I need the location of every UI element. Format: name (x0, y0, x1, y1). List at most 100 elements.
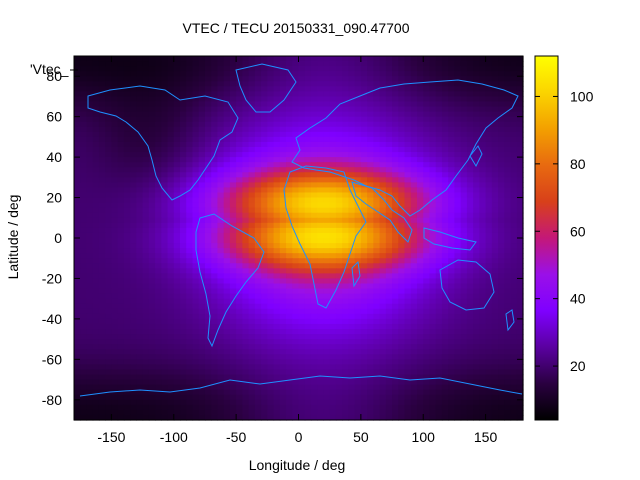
heatmap-cell (304, 308, 312, 315)
heatmap-cell (404, 273, 412, 280)
heatmap-cell (279, 111, 287, 118)
heatmap-cell (354, 339, 362, 345)
heatmap-cell (460, 334, 468, 340)
heatmap-cell (329, 379, 337, 386)
heatmap-cell (92, 273, 100, 280)
heatmap-cell (441, 258, 449, 264)
heatmap-cell (304, 354, 312, 360)
heatmap-cell (292, 101, 300, 108)
heatmap-cell (186, 334, 194, 340)
heatmap-cell (404, 243, 412, 249)
heatmap-cell (248, 278, 256, 285)
heatmap-cell (298, 147, 306, 153)
heatmap-cell (161, 187, 169, 194)
heatmap-cell (186, 91, 194, 98)
heatmap-cell (360, 263, 368, 269)
heatmap-cell (142, 334, 150, 340)
heatmap-cell (204, 116, 212, 123)
heatmap-cell (448, 394, 456, 401)
heatmap-cell (204, 394, 212, 401)
heatmap-cell (161, 248, 169, 254)
heatmap-cell (80, 167, 88, 173)
heatmap-cell (223, 91, 231, 98)
heatmap-cell (217, 227, 225, 234)
heatmap-cell (186, 101, 194, 108)
heatmap-cell (198, 71, 206, 77)
heatmap-cell (348, 212, 356, 219)
heatmap-cell (441, 86, 449, 92)
heatmap-cell (261, 253, 268, 259)
heatmap-cell (410, 278, 418, 285)
heatmap-cell (367, 167, 374, 173)
heatmap-cell (416, 253, 424, 259)
heatmap-cell (217, 96, 225, 103)
heatmap-cell (398, 136, 406, 143)
heatmap-cell (510, 141, 518, 148)
heatmap-cell (74, 167, 81, 173)
heatmap-cell (348, 207, 356, 214)
heatmap-cell (516, 293, 524, 300)
heatmap-cell (304, 81, 312, 87)
heatmap-cell (130, 404, 137, 411)
heatmap-cell (379, 222, 387, 229)
heatmap-cell (117, 243, 125, 249)
heatmap-cell (111, 293, 119, 300)
heatmap-cell (148, 329, 156, 335)
heatmap-cell (248, 81, 256, 87)
heatmap-cell (348, 111, 356, 118)
heatmap-cell (273, 349, 281, 355)
heatmap-cell (117, 318, 125, 325)
heatmap-cell (254, 136, 262, 143)
heatmap-cell (298, 334, 306, 340)
heatmap-cell (105, 66, 113, 72)
heatmap-cell (491, 308, 499, 315)
heatmap-cell (398, 339, 406, 345)
heatmap-cell (292, 399, 300, 406)
heatmap-cell (441, 374, 449, 381)
heatmap-cell (142, 389, 150, 396)
heatmap-cell (460, 136, 468, 143)
heatmap-cell (74, 177, 81, 183)
heatmap-cell (242, 339, 250, 345)
heatmap-cell (460, 192, 468, 199)
heatmap-cell (360, 86, 368, 92)
heatmap-cell (292, 278, 300, 285)
heatmap-cell (261, 227, 268, 234)
heatmap-cell (236, 96, 243, 103)
heatmap-cell (354, 182, 362, 189)
heatmap-cell (448, 217, 456, 224)
heatmap-cell (254, 172, 262, 178)
heatmap-cell (186, 167, 194, 173)
heatmap-cell (460, 111, 468, 118)
heatmap-cell (267, 116, 275, 123)
heatmap-cell (304, 283, 312, 290)
heatmap-cell (92, 298, 100, 305)
heatmap-cell (485, 212, 493, 219)
heatmap-cell (423, 298, 431, 305)
heatmap-cell (130, 248, 137, 254)
heatmap-cell (392, 344, 399, 350)
heatmap-cell (410, 121, 418, 128)
heatmap-cell (223, 76, 231, 82)
heatmap-cell (74, 61, 81, 67)
heatmap-cell (279, 349, 287, 355)
heatmap-cell (130, 369, 137, 376)
heatmap-cell (473, 126, 480, 133)
heatmap-cell (460, 81, 468, 87)
heatmap-cell (498, 318, 505, 325)
heatmap-cell (105, 258, 113, 264)
heatmap-cell (454, 86, 462, 92)
heatmap-cell (466, 364, 474, 371)
heatmap-cell (379, 91, 387, 98)
heatmap-cell (223, 323, 231, 330)
heatmap-cell (491, 273, 499, 280)
heatmap-cell (254, 308, 262, 315)
heatmap-cell (516, 207, 524, 214)
heatmap-cell (310, 329, 318, 335)
heatmap-cell (491, 248, 499, 254)
heatmap-cell (80, 238, 88, 244)
heatmap-cell (323, 197, 331, 204)
heatmap-cell (242, 212, 250, 219)
heatmap-cell (416, 238, 424, 244)
heatmap-cell (367, 187, 374, 194)
